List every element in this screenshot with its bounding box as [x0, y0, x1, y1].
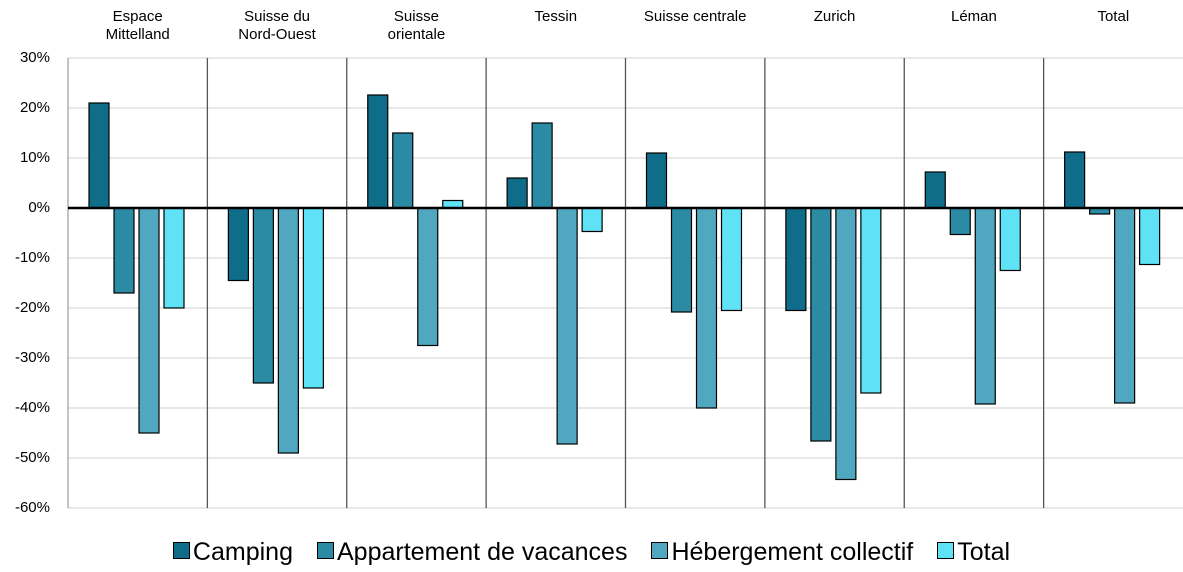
- bar: [277, 207, 299, 454]
- bar: [227, 207, 249, 282]
- legend-item: Camping: [172, 538, 293, 567]
- bar: [720, 207, 743, 312]
- bar: [88, 102, 110, 209]
- y-tick-label: -20%: [15, 299, 50, 316]
- y-tick-label: 30%: [20, 49, 50, 66]
- bar: [113, 207, 135, 294]
- legend-item: Appartement de vacances: [316, 538, 628, 567]
- legend-label: Hébergement collectif: [671, 538, 914, 566]
- x-tick-label: Suisse centrale: [643, 8, 747, 25]
- y-tick-label: 0%: [28, 199, 50, 216]
- bar: [974, 207, 996, 405]
- bar: [392, 132, 414, 209]
- bar: [835, 207, 857, 481]
- legend-item: Total: [937, 538, 1010, 567]
- legend-label: Total: [957, 538, 1011, 566]
- bar: [252, 207, 274, 384]
- y-tick-label: -50%: [15, 449, 50, 466]
- x-tick-label: Léman: [951, 8, 997, 25]
- bar: [1139, 207, 1161, 266]
- bar: [670, 207, 693, 313]
- bar: [785, 207, 807, 312]
- bar: [645, 152, 668, 209]
- bar: [810, 207, 832, 442]
- bar: [417, 207, 439, 347]
- y-tick-label: 20%: [20, 99, 50, 116]
- legend-swatch: [937, 542, 955, 559]
- bar: [949, 207, 971, 236]
- bar: [695, 207, 718, 409]
- bar: [1064, 151, 1086, 209]
- bar: [924, 171, 946, 209]
- x-tick-label: Zurich: [813, 8, 856, 25]
- x-tick-label: Suisse orientale: [387, 8, 446, 43]
- legend-label: Appartement de vacances: [336, 538, 628, 566]
- bar: [506, 177, 528, 209]
- x-tick-label: Suisse du Nord-Ouest: [238, 8, 316, 43]
- bar: [302, 207, 324, 389]
- bar: [860, 207, 882, 394]
- legend-item: Hébergement collectif: [651, 538, 913, 567]
- x-tick-label: Espace Mittelland: [105, 8, 170, 43]
- bar: [138, 207, 160, 434]
- bar: [531, 122, 553, 209]
- bar: [581, 207, 603, 233]
- legend-label: Camping: [192, 538, 293, 566]
- y-tick-label: -10%: [15, 249, 50, 266]
- bar: [163, 207, 185, 309]
- legend: Camping Appartement de vacances Hébergemen…: [0, 538, 1183, 567]
- y-tick-label: 10%: [20, 149, 50, 166]
- legend-swatch: [316, 542, 334, 559]
- x-tick-label: Tessin: [534, 8, 578, 25]
- x-tick-label: Total: [1097, 8, 1130, 25]
- y-tick-label: -30%: [15, 349, 50, 366]
- legend-swatch: [651, 542, 669, 559]
- bar: [1114, 207, 1136, 404]
- legend-swatch: [172, 542, 190, 559]
- bar: [999, 207, 1021, 272]
- bar: [556, 207, 578, 445]
- bar: [367, 94, 389, 209]
- y-tick-label: -60%: [15, 499, 50, 516]
- y-tick-label: -40%: [15, 399, 50, 416]
